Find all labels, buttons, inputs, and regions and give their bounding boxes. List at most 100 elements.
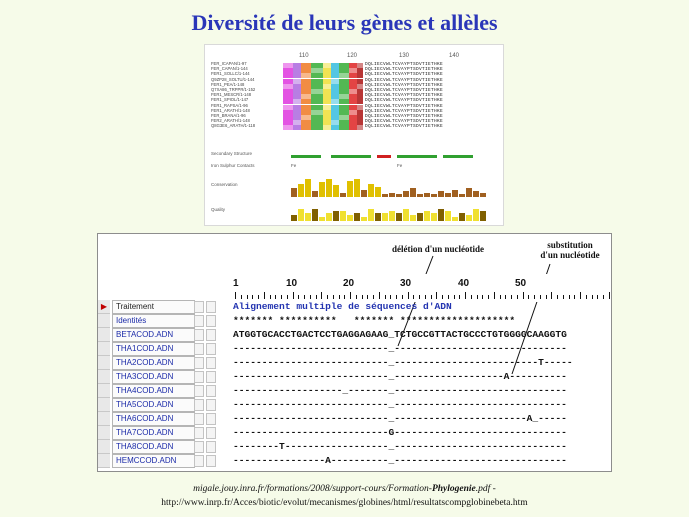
row-checkbox[interactable] bbox=[206, 427, 216, 439]
conservation-bar bbox=[319, 182, 325, 197]
top-sequence-row: DQLIECVWLTCVAYPTSDVTIETHKE bbox=[283, 88, 499, 94]
residue-block bbox=[293, 109, 301, 115]
row-sequence: --------T------------------_------------… bbox=[233, 441, 567, 452]
top-seq-name: FER_CAPAN/1-144 bbox=[211, 66, 248, 72]
residue-block bbox=[357, 125, 363, 131]
row-sequence: ---------------------------_------------… bbox=[233, 357, 573, 368]
row-checkbox[interactable] bbox=[206, 441, 216, 453]
table-row[interactable]: THA8COD.ADN --------T------------------_… bbox=[98, 440, 611, 454]
page-title: Diversité de leurs gènes et allèles bbox=[191, 10, 498, 35]
row-name[interactable]: Identités bbox=[112, 314, 195, 328]
row-name[interactable]: BETACOD.ADN bbox=[112, 328, 195, 342]
ruler-tick bbox=[350, 292, 351, 299]
residue-block bbox=[293, 104, 301, 110]
row-name[interactable]: THA4COD.ADN bbox=[112, 384, 195, 398]
conservation-bar bbox=[459, 194, 465, 197]
residue-block bbox=[323, 78, 331, 84]
top-sequence-row: DQLIECVWLTCVAYPTSDVTIETHKE bbox=[283, 98, 499, 105]
table-row[interactable]: BETACOD.ADN ATGGTGCACCTGACTCCTGAGGAGAAG_… bbox=[98, 328, 611, 342]
row-name[interactable]: HEMCCOD.ADN bbox=[112, 454, 195, 468]
table-row[interactable]: THA1COD.ADN ---------------------------_… bbox=[98, 342, 611, 356]
row-checkbox[interactable] bbox=[194, 413, 204, 425]
table-row[interactable]: HEMCCOD.ADN ----------------A----------_… bbox=[98, 454, 611, 468]
top-seq-name: FER1_MESCR/1-148 bbox=[211, 92, 252, 98]
residue-block bbox=[339, 125, 349, 131]
row-checkbox[interactable] bbox=[206, 315, 216, 327]
row-checkbox[interactable] bbox=[206, 371, 216, 383]
row-checkbox[interactable] bbox=[206, 329, 216, 341]
row-checkbox[interactable] bbox=[206, 301, 216, 313]
source-caption-line2[interactable]: http://www.inrp.fr/Acces/biotic/evolut/m… bbox=[161, 498, 528, 508]
table-row[interactable]: ▶ Traitement Alignement multiple de séqu… bbox=[98, 300, 611, 314]
row-name[interactable]: THA7COD.ADN bbox=[112, 426, 195, 440]
top-sequence-row: DQLIECVWLTCVAYPTSDVTIETHKE bbox=[283, 82, 499, 89]
quality-bar bbox=[361, 217, 367, 221]
table-row[interactable]: THA6COD.ADN ---------------------------_… bbox=[98, 412, 611, 426]
row-marker bbox=[98, 342, 110, 356]
row-checkbox[interactable] bbox=[194, 385, 204, 397]
residue-block bbox=[293, 125, 301, 131]
row-checkbox[interactable] bbox=[194, 329, 204, 341]
row-checkbox[interactable] bbox=[194, 441, 204, 453]
row-name[interactable]: THA6COD.ADN bbox=[112, 412, 195, 426]
residue-block bbox=[301, 125, 311, 131]
ruler-tick bbox=[413, 295, 415, 299]
row-checkbox[interactable] bbox=[194, 455, 204, 467]
top-sequence-text: DQLIECVWLTCVAYPTSDVTIETHKE bbox=[365, 82, 444, 88]
row-name[interactable]: THA3COD.ADN bbox=[112, 370, 195, 384]
row-name[interactable]: THA5COD.ADN bbox=[112, 398, 195, 412]
ruler-number: 1 bbox=[233, 278, 239, 289]
row-checkbox[interactable] bbox=[194, 399, 204, 411]
ruler-tick bbox=[603, 295, 604, 299]
residue-block bbox=[283, 115, 293, 120]
row-checkbox[interactable] bbox=[194, 357, 204, 369]
residue-block bbox=[323, 83, 331, 89]
secondary-structure-arrow bbox=[291, 155, 321, 158]
row-checkbox[interactable] bbox=[194, 343, 204, 355]
ruler-tick bbox=[419, 295, 420, 299]
residue-block bbox=[283, 68, 293, 74]
quality-bar bbox=[431, 213, 437, 221]
ruler-tick bbox=[447, 295, 449, 299]
conservation-bar bbox=[368, 183, 374, 197]
residue-block bbox=[311, 120, 323, 126]
table-row[interactable]: THA2COD.ADN ---------------------------_… bbox=[98, 356, 611, 370]
row-checkbox[interactable] bbox=[194, 371, 204, 383]
ruler-tick bbox=[263, 292, 265, 299]
row-checkbox[interactable] bbox=[206, 455, 216, 467]
row-checkbox[interactable] bbox=[206, 385, 216, 397]
row-checkbox[interactable] bbox=[194, 427, 204, 439]
row-checkbox[interactable] bbox=[194, 301, 204, 313]
table-row[interactable]: THA4COD.ADN -------------------_-------_… bbox=[98, 384, 611, 398]
quality-bar bbox=[291, 215, 297, 221]
quality-bar bbox=[319, 217, 325, 221]
row-name[interactable]: THA8COD.ADN bbox=[112, 440, 195, 454]
residue-block bbox=[331, 115, 339, 120]
row-name[interactable]: THA1COD.ADN bbox=[112, 342, 195, 356]
ruler-tick bbox=[608, 292, 610, 299]
row-name[interactable]: Traitement bbox=[112, 300, 195, 314]
row-checkbox[interactable] bbox=[194, 315, 204, 327]
ruler-tick bbox=[235, 292, 236, 299]
row-checkbox[interactable] bbox=[206, 357, 216, 369]
conservation-bar bbox=[354, 179, 360, 197]
top-sequence-text: DQLIECVWLTCVAYPTSDVTIETHKE bbox=[365, 119, 444, 125]
table-row[interactable]: THA5COD.ADN ---------------------------_… bbox=[98, 398, 611, 412]
row-checkbox[interactable] bbox=[206, 413, 216, 425]
table-row[interactable]: Identités ******* ********** ******* ***… bbox=[98, 314, 611, 328]
residue-block bbox=[283, 109, 293, 115]
row-name[interactable]: THA2COD.ADN bbox=[112, 356, 195, 370]
ruler-tick bbox=[361, 295, 363, 299]
row-checkbox[interactable] bbox=[206, 399, 216, 411]
quality-bar bbox=[375, 213, 381, 221]
top-sequence-row: DQLIECVWLTCVAYPTSDVTIETHKE bbox=[283, 114, 499, 120]
ruler-number: 20 bbox=[343, 278, 355, 289]
ruler-tick bbox=[493, 292, 495, 299]
conservation-bar bbox=[305, 179, 311, 197]
row-checkbox[interactable] bbox=[206, 343, 216, 355]
residue-block bbox=[357, 94, 363, 100]
ruler-tick bbox=[355, 295, 357, 299]
ruler-tick bbox=[516, 295, 518, 299]
table-row[interactable]: THA7COD.ADN ---------------------------G… bbox=[98, 426, 611, 440]
table-row[interactable]: THA3COD.ADN ---------------------------_… bbox=[98, 370, 611, 384]
